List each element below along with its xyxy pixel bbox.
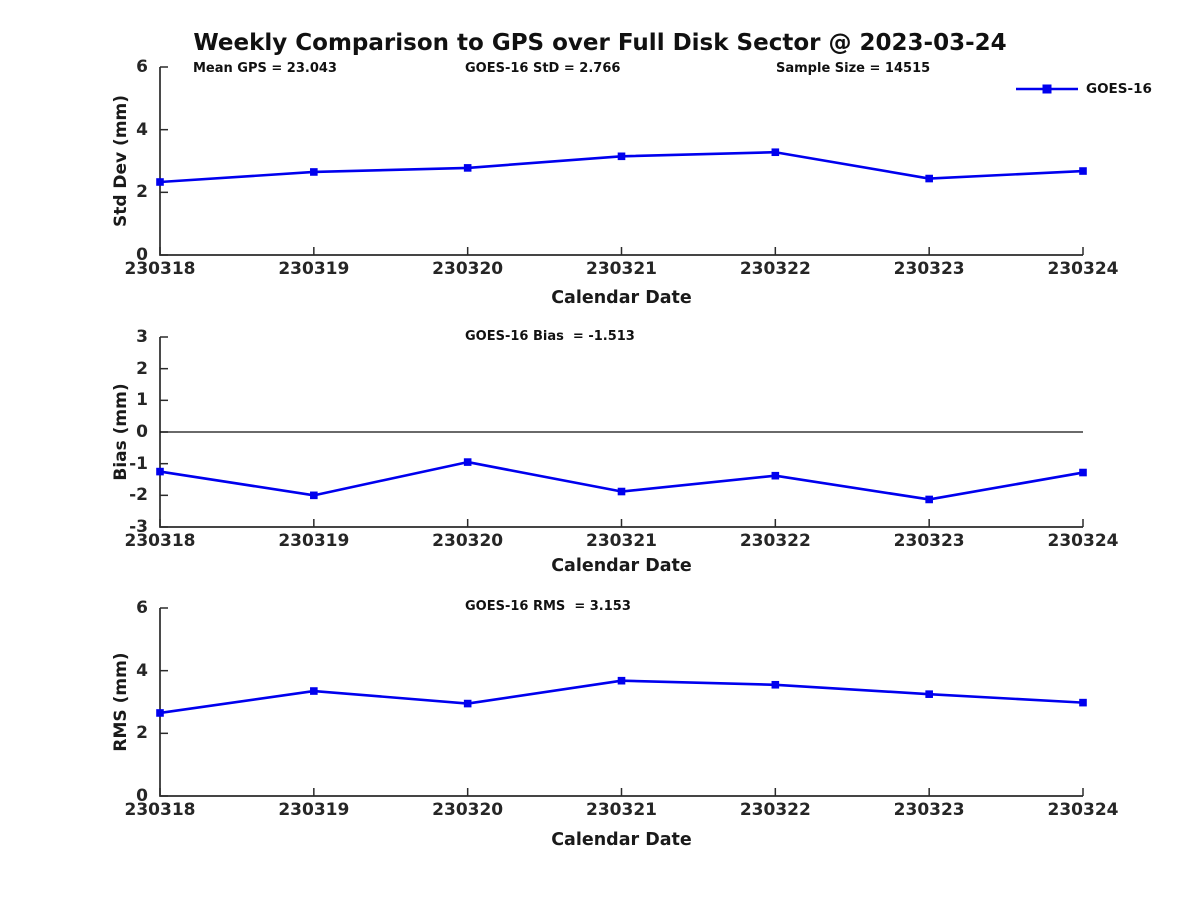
data-point-marker	[925, 690, 933, 698]
mean-gps-annotation: Mean GPS = 23.043	[193, 61, 337, 76]
x-tick-label: 230324	[1047, 800, 1119, 820]
data-point-marker	[310, 168, 318, 176]
y-tick-label: 3	[136, 327, 148, 347]
data-point-marker	[1079, 468, 1087, 477]
data-point-marker	[310, 491, 318, 500]
data-point-marker	[463, 458, 472, 466]
data-point-marker	[463, 699, 472, 708]
y-tick-label: -3	[129, 517, 148, 537]
x-tick-label: 230324	[1047, 259, 1119, 279]
x-tick-label: 230319	[278, 531, 350, 551]
data-point-marker	[156, 467, 164, 476]
legend-marker	[1042, 84, 1052, 94]
x-tick-label: 230318	[124, 800, 196, 820]
x-tick-label: 230322	[739, 259, 811, 279]
x-tick-label: 230320	[432, 531, 504, 551]
y-tick-label: 0	[136, 786, 148, 806]
y-tick-label: -1	[129, 453, 148, 474]
y-tick-label: -2	[129, 485, 148, 506]
y-tick-label: 6	[136, 598, 148, 618]
data-point-marker	[771, 471, 780, 480]
y-tick-label: 2	[136, 358, 148, 379]
axis-line	[159, 608, 1083, 797]
x-tick-label: 230323	[893, 800, 965, 820]
y-tick-label: 0	[136, 245, 148, 265]
data-point-marker	[925, 174, 933, 183]
y-tick-label: 2	[136, 723, 148, 744]
stddev-y-axis-label: Std Dev (mm)	[111, 94, 131, 228]
x-tick-label: 230318	[124, 259, 196, 279]
goes16-std-annotation: GOES-16 StD = 2.766	[465, 61, 621, 76]
data-point-marker	[771, 148, 780, 157]
axis-line	[159, 67, 1083, 256]
data-point-marker	[463, 164, 472, 172]
data-point-marker	[1079, 167, 1087, 175]
data-point-marker	[156, 178, 164, 186]
goes16-rms-annotation: GOES-16 RMS = 3.153	[465, 599, 631, 614]
y-tick-label: 0	[136, 422, 148, 442]
x-tick-label: 230321	[586, 531, 657, 551]
data-point-marker	[925, 495, 933, 504]
x-tick-label: 230322	[739, 800, 811, 820]
x-tick-label: 230319	[278, 259, 350, 279]
legend-series-label: GOES-16	[1086, 81, 1152, 97]
y-tick-label: 2	[136, 182, 148, 203]
x-tick-label: 230318	[124, 531, 196, 551]
data-point-marker	[771, 680, 780, 689]
sample-size-annotation: Sample Size = 14515	[776, 61, 931, 76]
bias-x-axis-label: Calendar Date	[551, 556, 692, 576]
data-point-marker	[617, 152, 626, 161]
data-point-marker	[310, 687, 318, 695]
x-tick-label: 230323	[893, 259, 965, 279]
series-line	[159, 679, 1084, 715]
data-point-marker	[1079, 698, 1087, 707]
x-tick-label: 230321	[586, 800, 657, 820]
x-tick-label: 230323	[893, 531, 965, 551]
data-point-marker	[617, 487, 626, 496]
y-tick-label: 6	[136, 57, 148, 77]
rms-x-axis-label: Calendar Date	[551, 830, 692, 850]
x-tick-label: 230321	[586, 259, 657, 279]
x-tick-label: 230320	[432, 259, 504, 279]
page-title: Weekly Comparison to GPS over Full Disk …	[193, 30, 1007, 56]
x-tick-label: 230320	[432, 800, 504, 820]
y-tick-label: 4	[136, 119, 148, 140]
stddev-x-axis-label: Calendar Date	[551, 288, 692, 308]
x-tick-label: 230319	[278, 800, 350, 820]
x-tick-label: 230324	[1047, 531, 1119, 551]
data-point-marker	[156, 709, 164, 717]
data-point-marker	[617, 676, 626, 685]
x-tick-label: 230322	[739, 531, 811, 551]
goes16-bias-annotation: GOES-16 Bias = -1.513	[465, 329, 635, 344]
y-tick-label: 1	[136, 390, 148, 411]
y-tick-label: 4	[136, 660, 148, 681]
